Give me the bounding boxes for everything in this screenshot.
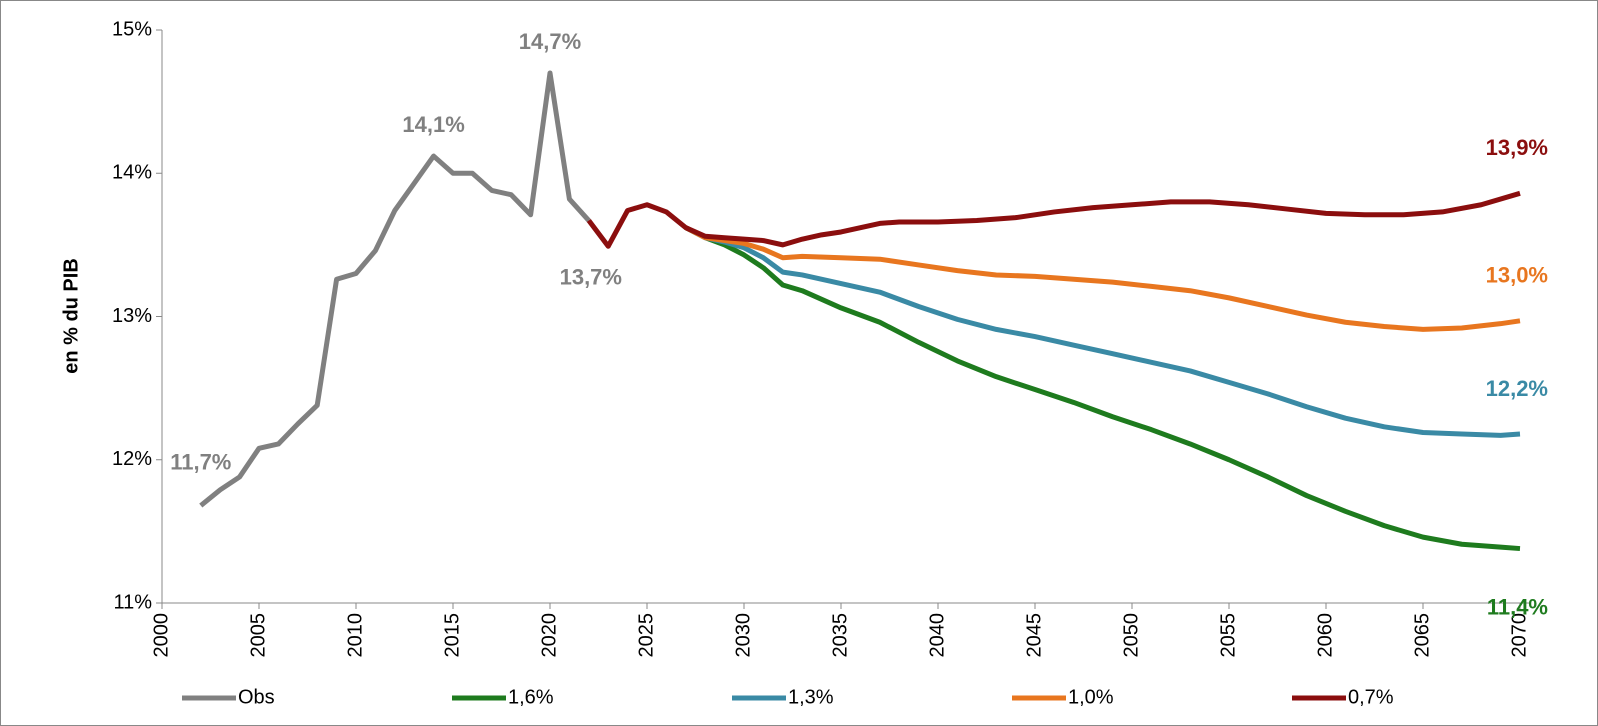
y-tick-label: 14%	[112, 162, 152, 184]
data-label: 12,2%	[1486, 376, 1548, 401]
data-label: 11,4%	[1487, 594, 1548, 619]
series-line	[684, 225, 1521, 552]
x-tick-label: 2065	[1411, 613, 1433, 658]
data-label: 13,0%	[1486, 263, 1548, 288]
x-tick-label: 2010	[344, 613, 366, 658]
legend-label: 0,7%	[1348, 686, 1394, 708]
x-tick-label: 2020	[538, 613, 560, 658]
x-tick-label: 2005	[247, 613, 269, 658]
data-label: 13,9%	[1486, 135, 1548, 160]
data-label: 14,1%	[402, 112, 464, 137]
data-label: 13,7%	[560, 264, 622, 289]
y-tick-label: 13%	[112, 305, 152, 327]
data-label: 11,7%	[170, 449, 231, 474]
x-tick-label: 2070	[1508, 613, 1530, 658]
series-line	[684, 225, 1521, 332]
x-tick-label: 2040	[926, 613, 948, 658]
x-tick-label: 2025	[635, 613, 657, 658]
x-tick-label: 2045	[1023, 613, 1045, 658]
legend-label: 1,0%	[1068, 686, 1114, 708]
x-tick-label: 2015	[441, 613, 463, 658]
x-tick-label: 2055	[1217, 613, 1239, 658]
series-line	[684, 225, 1521, 438]
legend-label: 1,3%	[788, 686, 834, 708]
x-tick-label: 2035	[829, 613, 851, 658]
legend-label: 1,6%	[508, 686, 554, 708]
y-tick-label: 11%	[113, 591, 152, 613]
x-tick-label: 2050	[1120, 613, 1142, 658]
legend-label: Obs	[238, 686, 275, 708]
x-tick-label: 2030	[732, 613, 754, 658]
y-tick-label: 12%	[112, 448, 152, 470]
y-axis-title: en % du PIB	[60, 258, 82, 374]
series-line	[199, 70, 591, 508]
x-tick-label: 2060	[1314, 613, 1336, 658]
data-label: 14,7%	[519, 29, 581, 54]
series-line	[586, 190, 1521, 249]
x-tick-label: 2000	[150, 613, 172, 658]
y-tick-label: 15%	[112, 18, 152, 40]
